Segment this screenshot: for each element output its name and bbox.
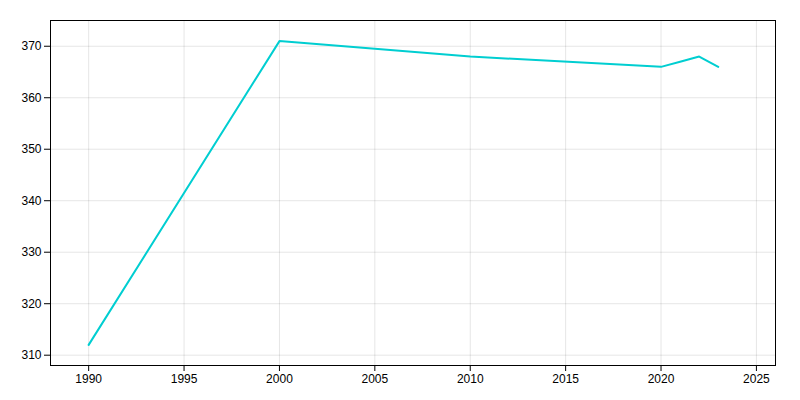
svg-text:340: 340 xyxy=(21,194,41,208)
svg-text:2010: 2010 xyxy=(457,372,484,386)
svg-text:2025: 2025 xyxy=(743,372,770,386)
svg-text:320: 320 xyxy=(21,297,41,311)
svg-text:370: 370 xyxy=(21,39,41,53)
svg-text:2015: 2015 xyxy=(552,372,579,386)
svg-text:2005: 2005 xyxy=(361,372,388,386)
svg-text:330: 330 xyxy=(21,245,41,259)
svg-text:2020: 2020 xyxy=(648,372,675,386)
svg-text:1990: 1990 xyxy=(75,372,102,386)
svg-text:360: 360 xyxy=(21,91,41,105)
svg-text:2000: 2000 xyxy=(266,372,293,386)
svg-text:350: 350 xyxy=(21,142,41,156)
svg-text:1995: 1995 xyxy=(171,372,198,386)
svg-text:310: 310 xyxy=(21,348,41,362)
